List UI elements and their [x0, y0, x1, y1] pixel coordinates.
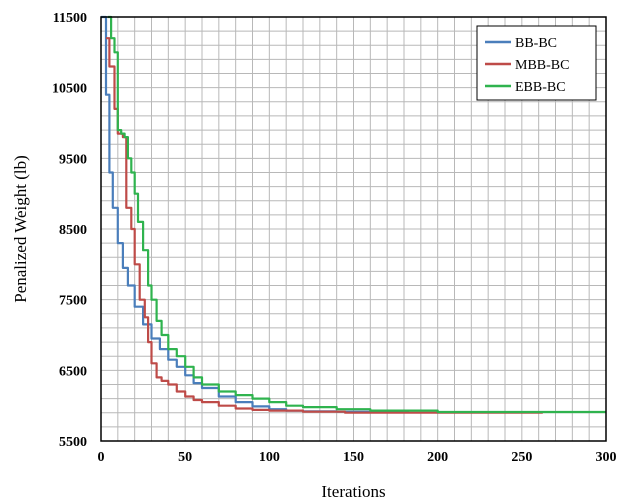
x-tick-label: 150	[343, 450, 364, 465]
y-tick-label: 8500	[59, 223, 87, 238]
y-tick-label: 9500	[59, 152, 87, 167]
y-axis-ticks: 5500 6500 7500 8500 9500 10500 11500	[52, 11, 87, 450]
x-axis-title: Iterations	[321, 482, 385, 501]
x-tick-label: 200	[427, 450, 448, 465]
y-axis-title: Penalized Weight (lb)	[11, 155, 30, 303]
plot-area-frame	[100, 16, 607, 442]
y-tick-label: 7500	[59, 294, 87, 309]
x-tick-label: 0	[98, 450, 105, 465]
x-axis-ticks: 0 50 100 150 200 250 300	[98, 450, 617, 465]
legend-label: BB-BC	[515, 36, 557, 51]
series-line-ebb-bc	[107, 15, 606, 414]
y-tick-label: 6500	[59, 364, 87, 379]
y-tick-label: 11500	[53, 11, 87, 26]
series-lines	[101, 15, 606, 414]
x-tick-label: 250	[511, 450, 532, 465]
legend-label: MBB-BC	[515, 58, 569, 73]
x-tick-label: 50	[178, 450, 192, 465]
legend-label: EBB-BC	[515, 80, 566, 95]
x-tick-label: 300	[596, 450, 617, 465]
legend: BB-BC MBB-BC EBB-BC	[476, 25, 597, 101]
y-tick-label: 10500	[52, 82, 87, 97]
x-tick-label: 100	[259, 450, 280, 465]
grid-lines	[100, 16, 607, 442]
series-line-bb-bc	[101, 15, 410, 414]
y-tick-label: 5500	[59, 435, 87, 450]
